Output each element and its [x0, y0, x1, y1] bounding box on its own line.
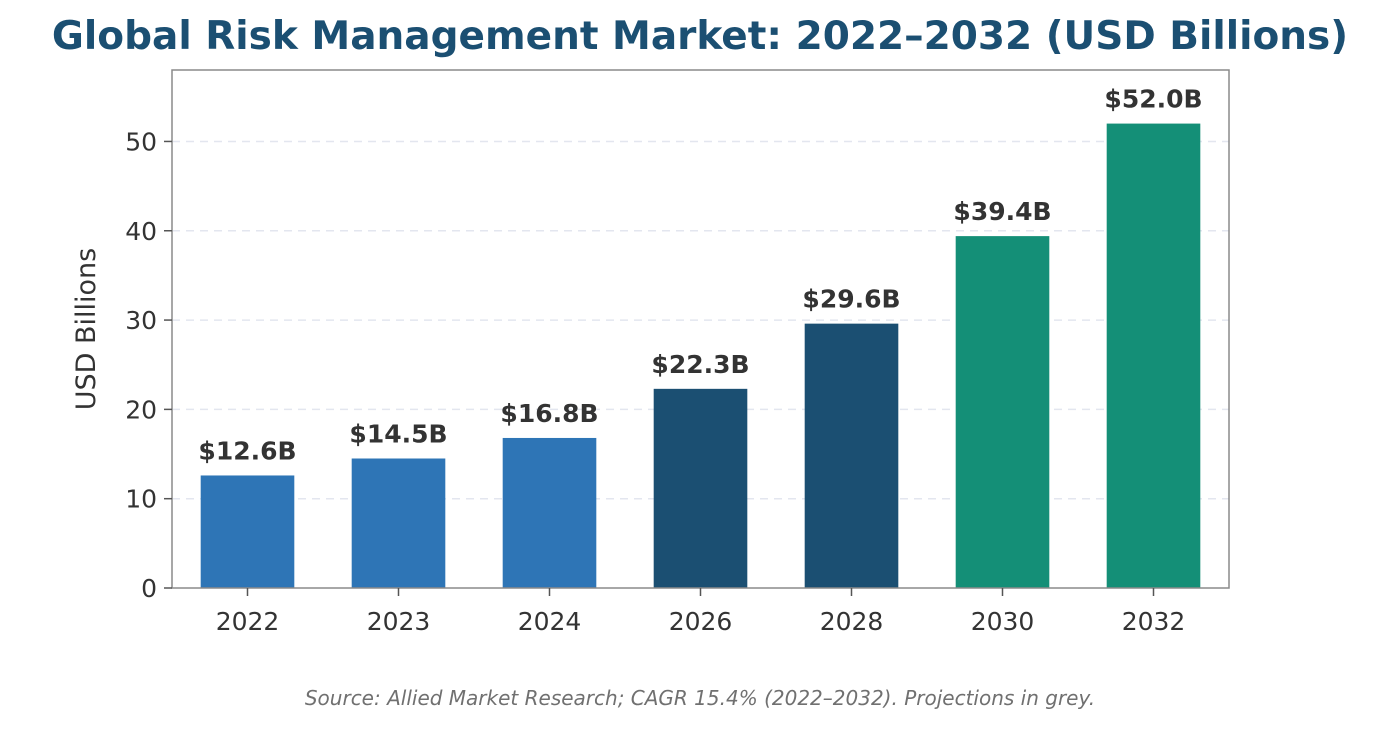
source-footnote: Source: Allied Market Research; CAGR 15.…: [304, 686, 1096, 710]
bar: [955, 236, 1050, 588]
y-axis-ticks: 0 10 20 30 40 50: [125, 127, 172, 603]
y-tick-label: 20: [125, 395, 157, 424]
y-tick-label: 50: [125, 127, 157, 156]
x-tick-label: 2030: [971, 607, 1035, 636]
x-tick-label: 2024: [518, 607, 582, 636]
y-tick-label: 40: [125, 217, 157, 246]
bar: [1106, 123, 1201, 588]
bar-value-label: $39.4B: [953, 197, 1051, 226]
x-tick-label: 2022: [216, 607, 280, 636]
x-tick-label: 2023: [367, 607, 431, 636]
bar-value-label: $12.6B: [198, 436, 296, 465]
y-tick-label: 30: [125, 306, 157, 335]
data-labels: $12.6B $14.5B $16.8B $22.3B $29.6B $39.4B $52.…: [198, 85, 1202, 466]
bar-value-label: $14.5B: [349, 420, 447, 449]
x-axis-ticks: 2022 2023 2024 2026 2028 2030 2032: [216, 588, 1186, 636]
y-tick-label: 10: [125, 485, 157, 514]
y-tick-label: 0: [141, 574, 157, 603]
bars: [200, 123, 1201, 588]
y-axis-label: USD Billions: [71, 248, 102, 411]
x-tick-label: 2028: [820, 607, 884, 636]
bar-value-label: $29.6B: [802, 285, 900, 314]
bar-value-label: $52.0B: [1104, 85, 1202, 114]
bar: [502, 437, 597, 588]
bar: [653, 388, 748, 588]
bar: [200, 475, 295, 588]
chart-title: Global Risk Management Market: 2022–2032…: [51, 14, 1349, 59]
bar: [351, 458, 446, 588]
x-tick-label: 2026: [669, 607, 733, 636]
x-tick-label: 2032: [1122, 607, 1186, 636]
bar-value-label: $22.3B: [651, 350, 749, 379]
bar: [804, 323, 899, 588]
bar-value-label: $16.8B: [500, 399, 598, 428]
